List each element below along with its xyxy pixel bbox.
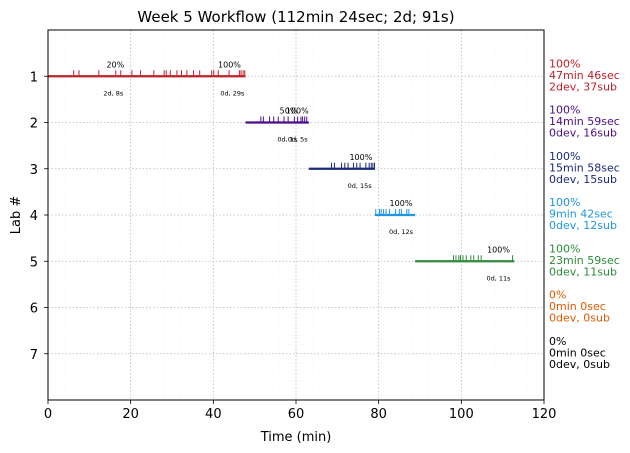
y-tick-label: 4 — [30, 209, 38, 224]
lab-2-percent-label: 50% — [280, 107, 298, 116]
lab-4-summary-line: 100% — [549, 196, 580, 209]
lab-5-time-label: 0d, 11s — [487, 274, 512, 282]
lab-5-summary-line: 0dev, 11sub — [549, 265, 617, 278]
y-axis-title: Lab # — [9, 196, 24, 235]
lab-4-percent-label: 100% — [390, 199, 413, 208]
x-tick-label: 80 — [370, 407, 387, 422]
lab-5-percent-label: 100% — [487, 245, 510, 254]
lab-3-summary-line: 0dev, 15sub — [549, 173, 617, 186]
y-tick-label: 6 — [30, 302, 38, 317]
y-tick-label: 1 — [30, 70, 38, 85]
grid — [47, 30, 545, 400]
lab-2-time-label: 0d, 1s — [277, 136, 298, 144]
lab-3-time-label: 0d, 15s — [348, 182, 373, 190]
lab-1-summary-line: 2dev, 37sub — [549, 80, 617, 93]
lab-6-summary-line: 0dev, 0sub — [549, 312, 610, 325]
chart-title: Week 5 Workflow (112min 24sec; 2d; 91s) — [137, 8, 454, 26]
lab-2-time-label: 0d, 5s — [288, 136, 309, 144]
x-tick-label: 0 — [44, 407, 52, 422]
lab-6-summary-line: 0% — [549, 289, 566, 302]
lab-4-summary-line: 9min 42sec — [549, 208, 613, 221]
lab-4-time-label: 0d, 12s — [389, 228, 414, 236]
x-tick-label: 40 — [205, 407, 222, 422]
lab-5-summary-line: 100% — [549, 242, 580, 255]
lab-7-summary-line: 0% — [549, 335, 566, 348]
y-tick-label: 2 — [30, 117, 38, 132]
lab-1-time-label: 0d, 29s — [220, 89, 245, 97]
axes: 0 20 40 60 80 100 120 1 2 3 4 5 6 7 — [30, 70, 557, 422]
lab-2-summary-line: 0dev, 16sub — [549, 127, 617, 140]
y-tick-label: 7 — [30, 348, 38, 363]
lab-5-summary-line: 23min 59sec — [549, 254, 620, 267]
lab-3-summary-line: 100% — [549, 150, 580, 163]
lab-1-time-label: 2d, 8s — [103, 89, 124, 97]
lab-7-summary-line: 0dev, 0sub — [549, 358, 610, 371]
lab-2-summary-line: 14min 59sec — [549, 115, 620, 128]
lab-1-percent-label: 20% — [106, 60, 124, 69]
lab-3-summary-line: 15min 58sec — [549, 161, 620, 174]
y-tick-label: 3 — [30, 163, 38, 178]
x-tick-label: 120 — [532, 407, 557, 422]
x-tick-label: 100 — [449, 407, 474, 422]
lab-3-percent-label: 100% — [349, 153, 372, 162]
lab-2-summary-line: 100% — [549, 104, 580, 117]
lab-1-summary-line: 100% — [549, 57, 580, 70]
lab-4-summary-line: 0dev, 12sub — [549, 219, 617, 232]
lab-1-percent-label: 100% — [218, 60, 241, 69]
lab-1-summary-line: 47min 46sec — [549, 69, 620, 82]
lab-2-percent-label: 100% — [286, 107, 309, 116]
lab-6-summary-line: 0min 0sec — [549, 300, 606, 313]
x-tick-label: 20 — [122, 407, 139, 422]
lab-7-summary-line: 0min 0sec — [549, 346, 606, 359]
y-tick-label: 5 — [30, 255, 38, 270]
x-axis-title: Time (min) — [260, 430, 332, 445]
x-tick-label: 60 — [288, 407, 305, 422]
